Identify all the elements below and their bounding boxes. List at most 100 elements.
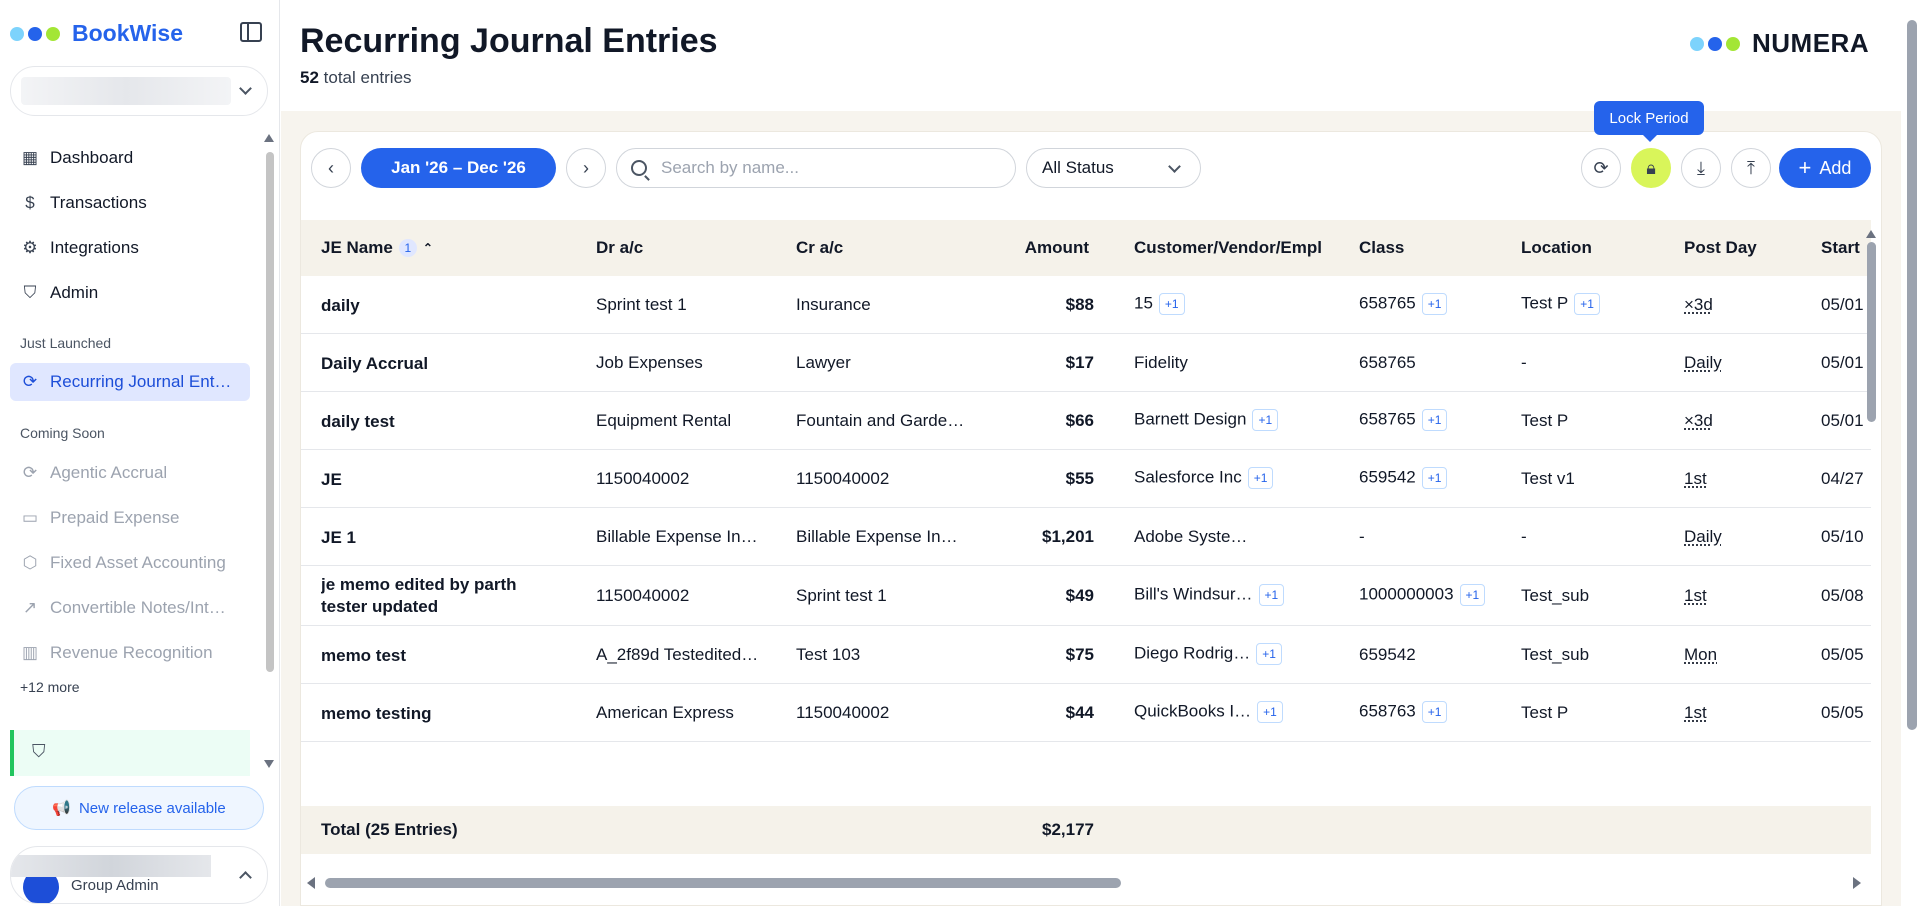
sidebar-item-admin[interactable]: ⛉ Admin bbox=[10, 274, 250, 312]
col-post-day[interactable]: Post Day bbox=[1684, 238, 1757, 257]
more-link[interactable]: +12 more bbox=[20, 679, 80, 695]
table-row[interactable]: je memo edited by parth tester updated 11… bbox=[301, 566, 1871, 626]
cell-je-name-text: Daily Accrual bbox=[321, 354, 429, 373]
cell-start: 05/01 bbox=[1821, 295, 1866, 315]
add-button[interactable]: + Add bbox=[1779, 148, 1871, 188]
user-menu[interactable]: Group Admin bbox=[10, 846, 268, 904]
page-vertical-scrollbar[interactable] bbox=[1904, 0, 1920, 906]
chevron-left-icon: ‹ bbox=[328, 157, 334, 178]
scroll-up-icon[interactable] bbox=[264, 134, 274, 142]
search-box[interactable] bbox=[616, 148, 1016, 188]
table-vscroll-thumb[interactable] bbox=[1867, 242, 1876, 422]
sidebar-scroll-thumb[interactable] bbox=[266, 152, 274, 672]
prev-period-button[interactable]: ‹ bbox=[311, 148, 351, 188]
sidebar-toggle-icon[interactable] bbox=[240, 22, 262, 42]
table-row[interactable]: JE 1 Billable Expense In… Billable Expense… bbox=[301, 508, 1871, 566]
brand-logo[interactable]: BookWise bbox=[10, 20, 183, 47]
scroll-down-icon[interactable] bbox=[264, 760, 274, 768]
logo-dot bbox=[1726, 36, 1740, 51]
col-customer-vendor[interactable]: Customer/Vendor/Empl bbox=[1134, 238, 1322, 257]
search-input[interactable] bbox=[661, 158, 1001, 178]
col-dr-account[interactable]: Dr a/c bbox=[596, 238, 644, 257]
status-filter-select[interactable]: All Status bbox=[1026, 148, 1201, 188]
col-class[interactable]: Class bbox=[1359, 238, 1405, 257]
more-count-chip[interactable]: +1 bbox=[1421, 409, 1448, 431]
more-count-chip[interactable]: +1 bbox=[1258, 584, 1285, 606]
sidebar-item-dashboard[interactable]: ▦ Dashboard bbox=[10, 139, 250, 177]
cell-location-text: Test v1 bbox=[1521, 469, 1575, 488]
cell-je-name: memo testing bbox=[321, 703, 551, 725]
table-row[interactable]: Daily Accrual Job Expenses Lawyer $17 Fideli… bbox=[301, 334, 1871, 392]
cell-location-text: Test P bbox=[1521, 703, 1569, 722]
chevron-down-icon bbox=[239, 82, 252, 95]
table-row[interactable]: JE 1150040002 1150040002 $55 Salesforce Inc +… bbox=[301, 450, 1871, 508]
workspace-selector[interactable] bbox=[10, 66, 268, 116]
new-release-button[interactable]: 📢 New release available bbox=[14, 786, 264, 830]
cell-location-text: Test_sub bbox=[1521, 586, 1590, 605]
more-count-chip[interactable]: +1 bbox=[1421, 293, 1448, 315]
col-cr-account[interactable]: Cr a/c bbox=[796, 238, 844, 257]
table-horizontal-scrollbar[interactable] bbox=[301, 874, 1871, 890]
upload-button[interactable]: ⤒ bbox=[1731, 148, 1771, 188]
sidebar-item-agentic-accrual[interactable]: ⟳ Agentic Accrual bbox=[10, 454, 250, 492]
sidebar-scrollbar[interactable] bbox=[264, 134, 274, 770]
cell-dr-account: Billable Expense In… bbox=[596, 527, 766, 547]
table-row[interactable]: memo test A_2f89d Testedited… Test 103 $75 D… bbox=[301, 626, 1871, 684]
more-count-chip[interactable]: +1 bbox=[1158, 293, 1185, 315]
sidebar-item-recurring-journal[interactable]: ⟳ Recurring Journal Ent… bbox=[10, 363, 250, 401]
shield-status-row[interactable]: ⛉ bbox=[10, 730, 250, 776]
cell-cr-account-text: 1150040002 bbox=[796, 703, 890, 722]
table-row[interactable]: daily test Equipment Rental Fountain and G… bbox=[301, 392, 1871, 450]
shield-check-icon: ⛉ bbox=[32, 741, 46, 761]
col-je-name[interactable]: JE Name 1 ⌃ bbox=[321, 238, 433, 258]
cell-amount: $66 bbox=[921, 411, 1094, 431]
lock-period-button[interactable]: 🔒︎ bbox=[1631, 148, 1671, 188]
sidebar-item-transactions[interactable]: $ Transactions bbox=[10, 184, 250, 222]
table-row[interactable]: daily Sprint test 1 Insurance $88 15 +1 658765… bbox=[301, 276, 1871, 334]
more-count-chip[interactable]: +1 bbox=[1459, 584, 1486, 606]
cell-post-day-text: ×3d bbox=[1684, 295, 1713, 314]
col-location[interactable]: Location bbox=[1521, 238, 1592, 257]
scroll-up-icon[interactable] bbox=[1866, 230, 1876, 238]
cell-je-name: je memo edited by parth tester updated bbox=[321, 574, 551, 618]
sidebar-item-revenue-recognition[interactable]: ▥ Revenue Recognition bbox=[10, 634, 250, 672]
more-count-chip[interactable]: +1 bbox=[1574, 293, 1600, 315]
dashboard-icon: ▦ bbox=[21, 148, 39, 167]
upload-icon: ⤒ bbox=[1747, 157, 1755, 178]
table-row[interactable]: memo testing American Express 1150040002 $4… bbox=[301, 684, 1871, 742]
more-count-chip[interactable]: +1 bbox=[1252, 409, 1279, 431]
entry-count: 52 total entries bbox=[300, 68, 412, 88]
col-amount[interactable]: Amount bbox=[1024, 238, 1089, 257]
sidebar-item-fixed-asset[interactable]: ⬡ Fixed Asset Accounting bbox=[10, 544, 250, 582]
cell-start: 05/01 bbox=[1821, 411, 1866, 431]
cell-class-text: 659542 bbox=[1359, 645, 1416, 664]
more-count-chip[interactable]: +1 bbox=[1247, 467, 1274, 489]
col-start[interactable]: Start bbox=[1821, 238, 1860, 257]
download-button[interactable]: ⤓ bbox=[1681, 148, 1721, 188]
scroll-left-icon[interactable] bbox=[307, 877, 315, 889]
table-hscroll-thumb[interactable] bbox=[325, 878, 1121, 888]
more-count-chip[interactable]: +1 bbox=[1256, 643, 1282, 665]
cell-je-name: JE 1 bbox=[321, 527, 551, 549]
scroll-right-icon[interactable] bbox=[1853, 877, 1861, 889]
refresh-button[interactable]: ⟳ bbox=[1581, 148, 1621, 188]
cell-post-day: Daily bbox=[1684, 527, 1722, 547]
cell-post-day-text: 1st bbox=[1684, 586, 1707, 605]
date-range-button[interactable]: Jan '26 – Dec '26 bbox=[361, 148, 556, 188]
more-count-chip[interactable]: +1 bbox=[1257, 701, 1283, 723]
numera-logo-text: NUMERA bbox=[1752, 28, 1870, 58]
cell-start-text: 05/01 bbox=[1821, 353, 1864, 372]
entry-count-label: total entries bbox=[323, 68, 412, 87]
more-count-chip[interactable]: +1 bbox=[1421, 701, 1448, 723]
sidebar-item-convertible-notes[interactable]: ↗ Convertible Notes/Int… bbox=[10, 589, 250, 627]
table-vertical-scrollbar[interactable] bbox=[1864, 226, 1878, 726]
sidebar-item-integrations[interactable]: ⚙ Integrations bbox=[10, 229, 250, 267]
page-vscroll-thumb[interactable] bbox=[1907, 20, 1917, 730]
next-period-button[interactable]: › bbox=[566, 148, 606, 188]
gear-icon: ⚙ bbox=[22, 238, 38, 257]
chevron-right-icon: › bbox=[583, 157, 589, 178]
sidebar-item-prepaid-expense[interactable]: ▭ Prepaid Expense bbox=[10, 499, 250, 537]
more-count-chip[interactable]: +1 bbox=[1421, 467, 1448, 489]
cell-cr-account-text: 1150040002 bbox=[796, 469, 890, 488]
cell-amount-text: $1,201 bbox=[1042, 527, 1094, 546]
